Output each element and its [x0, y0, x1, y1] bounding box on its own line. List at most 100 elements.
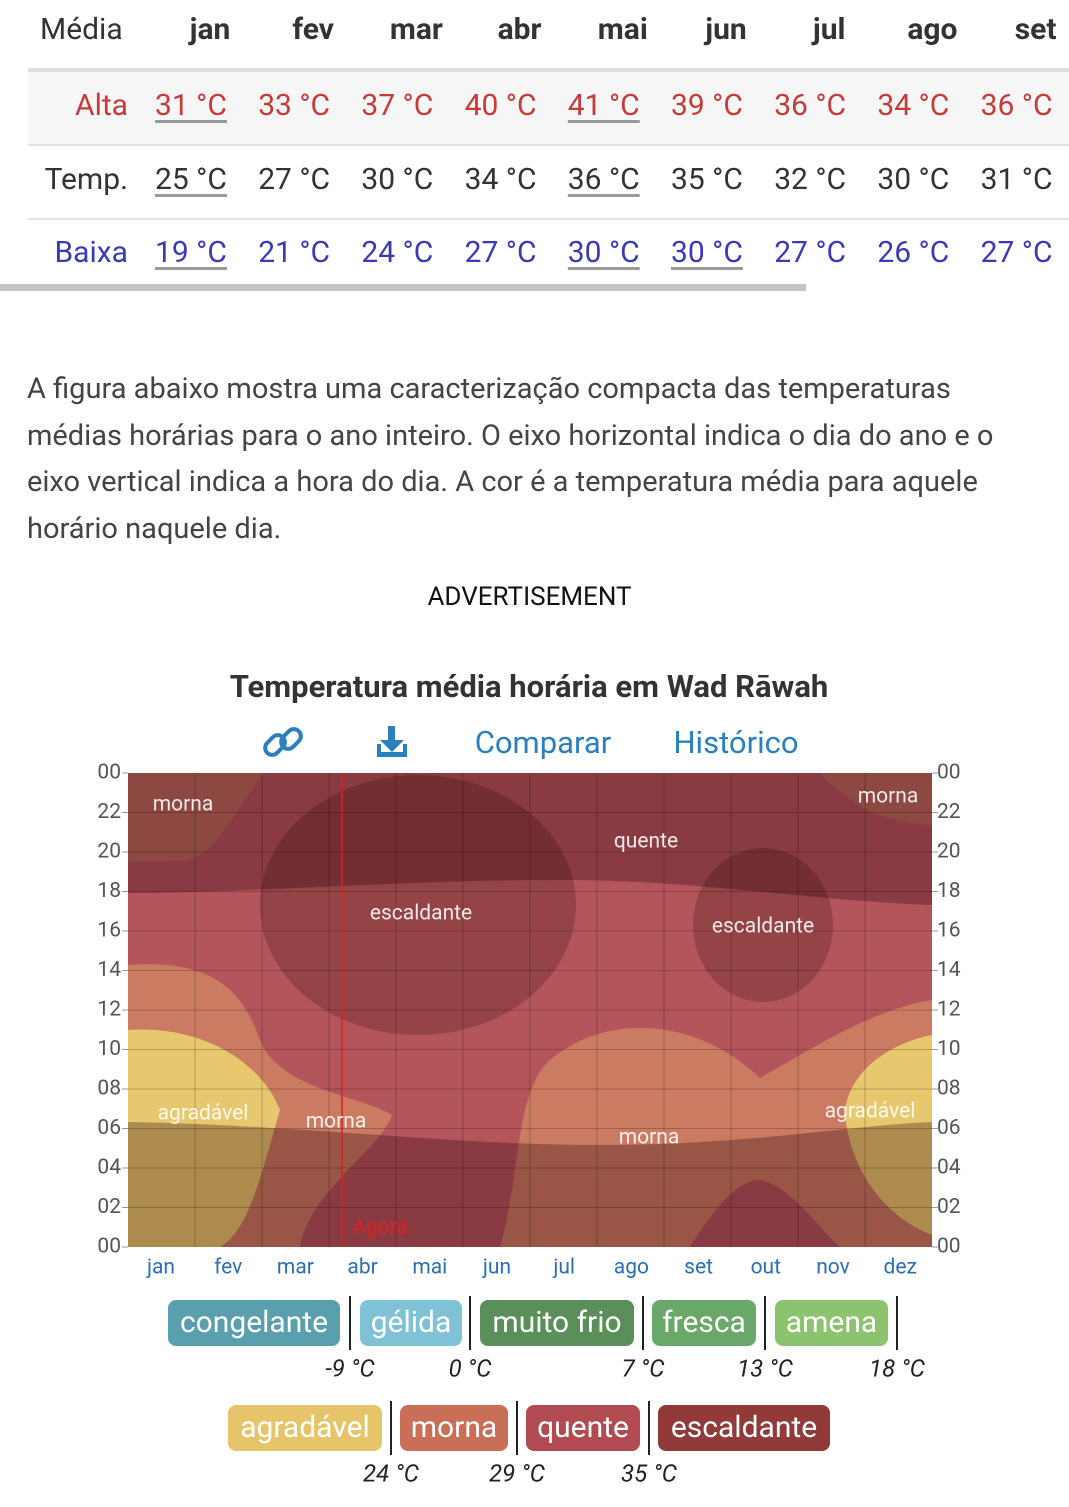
header-border	[28, 68, 1069, 72]
threshold-label: 18 °C	[869, 1354, 925, 1382]
header-month: jun	[705, 12, 747, 47]
threshold-label: 7 °C	[622, 1354, 665, 1382]
legend-label: muito frio	[492, 1305, 621, 1340]
cell: 36 °C	[774, 88, 847, 123]
cell[interactable]: 30 °C	[567, 235, 640, 270]
threshold-label: 13 °C	[737, 1354, 793, 1382]
legend-chip	[228, 1405, 382, 1451]
region-label: agradável	[158, 1102, 249, 1126]
advertisement: ADVERTISEMENT	[427, 582, 632, 612]
hour-label: 08	[937, 1077, 961, 1101]
cell: 30 °C	[877, 162, 950, 197]
heat-morna	[500, 1000, 932, 1247]
hour-label: 08	[97, 1077, 121, 1101]
heatmap	[128, 773, 932, 1247]
heat-escaldante	[260, 775, 576, 1035]
paragraph: A figura abaixo mostra uma caracterizaçã…	[27, 372, 994, 546]
header-month: mai	[597, 12, 648, 47]
header-month: set	[1014, 12, 1057, 47]
night-shade	[128, 1122, 932, 1247]
hour-label: 04	[97, 1156, 121, 1180]
hour-label: 10	[97, 1037, 121, 1061]
scrollbar[interactable]	[0, 284, 806, 291]
month-label: fev	[214, 1256, 242, 1280]
region-label: escaldante	[712, 915, 814, 939]
heat-agradavel	[128, 1029, 280, 1247]
hour-label: 16	[937, 919, 961, 943]
header-month: fev	[292, 12, 334, 47]
cell: 27 °C	[774, 235, 847, 270]
hour-label: 20	[97, 840, 121, 864]
threshold-label: 35 °C	[621, 1459, 677, 1487]
header-month: abr	[497, 12, 542, 47]
row-label: Temp.	[44, 162, 128, 197]
header-month: ago	[907, 12, 958, 47]
cell: 33 °C	[258, 88, 331, 123]
legend-label: gélida	[371, 1305, 452, 1340]
region-label: quente	[614, 830, 678, 854]
legend-label: amena	[786, 1305, 877, 1340]
hour-label: 00	[937, 761, 961, 785]
cell: 27 °C	[464, 235, 537, 270]
night-shade	[128, 773, 932, 905]
hour-label: 18	[937, 879, 961, 903]
chart-link[interactable]: Comparar	[475, 724, 612, 761]
cell: 32 °C	[774, 162, 847, 197]
cell: 27 °C	[980, 235, 1053, 270]
download-icon[interactable]	[377, 726, 407, 757]
heat-agradavel	[845, 1035, 932, 1247]
hour-label: 00	[937, 1235, 961, 1259]
legend-chip	[658, 1405, 830, 1451]
hour-label: 02	[97, 1195, 121, 1219]
legend-chip	[526, 1405, 640, 1451]
cell: 34 °C	[877, 88, 950, 123]
hour-label: 00	[97, 761, 121, 785]
cell: 35 °C	[671, 162, 743, 197]
hour-label: 22	[937, 800, 961, 824]
cell[interactable]: 30 °C	[671, 235, 743, 270]
month-label: ago	[614, 1256, 649, 1280]
cell: 36 °C	[980, 88, 1053, 123]
row-bg	[28, 72, 1069, 144]
legend-chip	[400, 1405, 508, 1451]
legend-chip	[652, 1300, 756, 1346]
row-border	[28, 144, 1069, 146]
chart-link[interactable]: Histórico	[673, 724, 798, 761]
cell: 31 °C	[980, 162, 1053, 197]
hour-label: 20	[937, 840, 961, 864]
legend-chip	[775, 1300, 888, 1346]
hour-label: 02	[937, 1195, 961, 1219]
cell[interactable]: 31 °C	[155, 88, 227, 123]
cell: 21 °C	[258, 235, 331, 270]
cell[interactable]: 41 °C	[567, 88, 640, 123]
chart-title: Temperatura média horária em Wad Rāwah	[230, 668, 829, 705]
heat-morna	[128, 773, 265, 862]
threshold-label: -9 °C	[325, 1354, 374, 1382]
region-label: morna	[153, 793, 214, 817]
month-label: mai	[412, 1256, 447, 1280]
heat-quente	[690, 1180, 840, 1247]
now-label: Agora	[352, 1216, 408, 1240]
hour-label: 22	[97, 800, 121, 824]
month-label: jul	[552, 1256, 575, 1280]
hour-label: 06	[937, 1116, 961, 1140]
region-label: escaldante	[370, 902, 472, 926]
cell[interactable]: 19 °C	[155, 235, 227, 270]
header-month: jan	[189, 12, 231, 47]
hour-label: 12	[937, 998, 961, 1022]
cell: 39 °C	[671, 88, 743, 123]
heat-morna	[820, 773, 932, 825]
region-label: agradável	[825, 1100, 916, 1124]
link-icon[interactable]	[262, 726, 303, 757]
region-label: morna	[619, 1126, 680, 1150]
month-label: dez	[883, 1256, 916, 1280]
legend-chip	[360, 1300, 462, 1346]
cell: 34 °C	[464, 162, 537, 197]
cell: 27 °C	[258, 162, 331, 197]
month-label: mar	[277, 1256, 314, 1280]
month-label: out	[751, 1256, 782, 1280]
cell[interactable]: 25 °C	[155, 162, 227, 197]
cell: 40 °C	[464, 88, 537, 123]
cell[interactable]: 36 °C	[567, 162, 640, 197]
